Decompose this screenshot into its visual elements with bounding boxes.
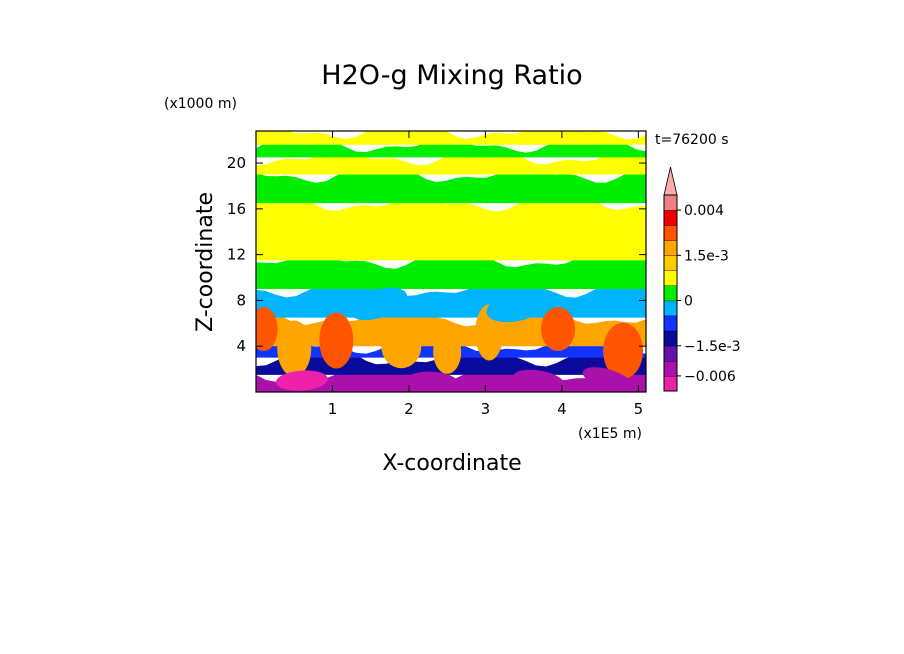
colorbar-segment xyxy=(663,345,678,362)
x-axis: 1 2 3 4 5 xyxy=(328,131,643,418)
contour-band xyxy=(256,194,646,261)
y-axis: 4 8 12 16 20 xyxy=(227,154,646,355)
colorbar-label: 0 xyxy=(684,294,693,310)
colorbar-segment xyxy=(663,315,678,332)
colorbar-label: 1.5e-3 xyxy=(684,248,729,264)
contour-band xyxy=(256,131,646,145)
y-tick-label: 12 xyxy=(227,246,246,264)
colorbar-segment xyxy=(663,209,678,226)
contour-band xyxy=(256,136,646,158)
y-unit-label: (x1000 m) xyxy=(164,96,237,112)
colorbar-segment xyxy=(663,194,678,211)
y-tick-label: 16 xyxy=(227,200,246,218)
y-tick-label: 20 xyxy=(227,154,246,172)
colorbar-segment xyxy=(663,224,678,241)
colorbar-label: 0.004 xyxy=(684,203,724,219)
contour-band xyxy=(256,251,646,289)
colorbar: 0.004 1.5e-3 0 −1.5e-3 −0.006 xyxy=(663,166,741,392)
x-tick-label: 3 xyxy=(481,400,491,418)
colorbar-arrow xyxy=(663,166,678,196)
moist-plume xyxy=(433,329,462,374)
y-tick-label: 4 xyxy=(236,337,246,355)
x-tick-label: 1 xyxy=(328,400,338,418)
contour-field xyxy=(256,131,646,392)
plot-frame xyxy=(255,130,647,393)
y-axis-label: Z-coordinate xyxy=(193,192,218,332)
x-axis-label: X-coordinate xyxy=(382,451,521,476)
moist-plume xyxy=(603,322,644,379)
y-tick-label: 8 xyxy=(236,291,246,309)
moist-plume xyxy=(256,307,278,352)
x-tick-label: 5 xyxy=(634,400,644,418)
colorbar-segment xyxy=(663,239,678,256)
colorbar-frame xyxy=(663,194,678,392)
colorbar-segment xyxy=(663,300,678,317)
dry-pocket xyxy=(349,287,408,321)
dry-pocket xyxy=(405,371,458,392)
colorbar-segment xyxy=(663,330,678,347)
x-tick-label: 4 xyxy=(557,400,567,418)
chart-title: H2O-g Mixing Ratio xyxy=(321,60,582,91)
colorbar-segment xyxy=(663,375,678,392)
colorbar-segment xyxy=(663,255,678,271)
dry-pocket xyxy=(275,370,328,391)
colorbar-segment xyxy=(663,285,678,302)
colorbar-label: −0.006 xyxy=(684,369,736,385)
moist-plume xyxy=(541,307,576,352)
dry-pocket xyxy=(513,369,565,392)
x-tick-label: 2 xyxy=(404,400,414,418)
moist-plume xyxy=(319,312,354,369)
moist-plume xyxy=(381,324,422,369)
contour-band xyxy=(256,166,646,204)
colorbar-segment xyxy=(663,270,678,286)
colorbar-segment xyxy=(663,360,678,377)
dry-pocket xyxy=(582,367,633,392)
moist-plume xyxy=(277,320,312,377)
x-unit-label: (x1E5 m) xyxy=(578,426,642,442)
time-label: t=76200 s xyxy=(655,132,729,148)
dry-pocket xyxy=(486,292,546,323)
colorbar-label: −1.5e-3 xyxy=(684,339,741,355)
